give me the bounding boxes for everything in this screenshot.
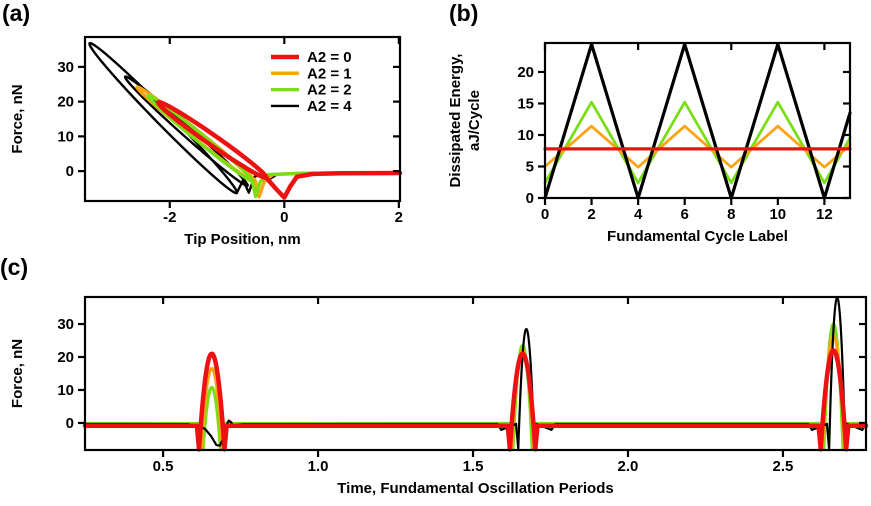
x-tick-label: 2.0 [618, 458, 639, 475]
y-tick-label: 30 [57, 316, 74, 333]
x-tick-label: 6 [681, 206, 689, 223]
panel-b-series-a2-2 [543, 100, 852, 185]
pulse-curve [82, 348, 869, 452]
y-tick-label: 0 [66, 163, 74, 180]
panel-c-series-a2-0 [82, 348, 869, 452]
panel-a-series [88, 41, 403, 200]
panel-a-series-a2-2 [146, 93, 402, 199]
x-tick-label: 2.5 [773, 458, 794, 475]
y-tick-label: 20 [57, 349, 74, 366]
y-tick-label: 5 [526, 158, 534, 175]
plot-frame [543, 41, 852, 200]
panel-b-series [543, 42, 852, 200]
panel-c-xlabel: Time, Fundamental Oscillation Periods [337, 480, 613, 497]
panel-b-ylabel-line2: aJ/Cycle [466, 90, 483, 151]
loop-curve [88, 41, 239, 195]
y-tick-label: 0 [66, 415, 74, 432]
line-curve [543, 42, 852, 200]
panel-b-series-a2-1 [543, 124, 852, 169]
y-tick-label: 20 [517, 64, 534, 81]
panel-b-xlabel: Fundamental Cycle Label [607, 228, 788, 245]
panel-a-series-a2-0 [156, 99, 403, 200]
x-tick-label: 0.5 [153, 458, 174, 475]
panel-c-axes [78, 295, 868, 457]
panel-c-tick-labels: 0.5 1.0 1.5 2.0 2.5 0 10 20 30 [57, 316, 793, 475]
y-tick-label: 0 [526, 190, 534, 207]
panel-b-series-a2-4 [543, 42, 852, 200]
y-tick-label: 10 [57, 128, 74, 145]
panel-b-ylabel-line1: Dissipated Energy, [447, 54, 464, 188]
legend-label-a2-0: A2 = 0 [307, 49, 352, 66]
plot-frame [83, 295, 868, 452]
line-curve [543, 100, 852, 185]
y-tick-label: 20 [57, 94, 74, 111]
panel-b-tick-labels: 0 2 4 6 8 10 12 0 5 10 15 20 [517, 64, 832, 223]
panel-a-xlabel: Tip Position, nm [184, 231, 300, 248]
x-tick-label: 2 [587, 206, 595, 223]
y-tick-label: 10 [57, 382, 74, 399]
panel-a-axes [78, 35, 402, 208]
x-tick-label: 1.5 [463, 458, 484, 475]
y-tick-label: 30 [57, 59, 74, 76]
legend-label-a2-4: A2 = 4 [307, 98, 352, 115]
panel-c-ylabel: Force, nN [9, 339, 26, 408]
panel-c-series [82, 296, 869, 452]
x-tick-label: 2 [395, 209, 403, 226]
panel-b-axes [538, 41, 852, 205]
y-tick-label: 10 [517, 127, 534, 144]
contact-trace [263, 170, 403, 200]
panel-a-ylabel: Force, nN [9, 84, 26, 153]
x-tick-label: -2 [163, 209, 176, 226]
plot-frame [83, 35, 402, 203]
line-curve [543, 124, 852, 169]
x-tick-label: 8 [727, 206, 735, 223]
panel-a-letter: (a) [2, 0, 31, 26]
loop-curve [123, 75, 249, 188]
panel-c-letter: (c) [0, 254, 29, 280]
loop-curve [156, 99, 269, 180]
x-tick-label: 0 [280, 209, 288, 226]
legend-label-a2-2: A2 = 2 [307, 82, 352, 99]
legend: A2 = 0A2 = 1A2 = 2A2 = 4 [271, 49, 352, 115]
x-tick-label: 12 [816, 206, 833, 223]
panel-c: 0.5 1.0 1.5 2.0 2.5 0 10 20 30 Time, Fundamental … [9, 295, 869, 497]
x-tick-label: 1.0 [308, 458, 329, 475]
panel-b: 0 2 4 6 8 10 12 0 5 10 15 20 Fundamental Cycle Label… [447, 41, 852, 245]
x-tick-label: 4 [634, 206, 643, 223]
x-tick-label: 10 [769, 206, 786, 223]
legend-label-a2-1: A2 = 1 [307, 65, 352, 82]
x-tick-label: 0 [541, 206, 549, 223]
y-tick-label: 15 [517, 95, 534, 112]
panel-b-letter: (b) [449, 0, 479, 26]
